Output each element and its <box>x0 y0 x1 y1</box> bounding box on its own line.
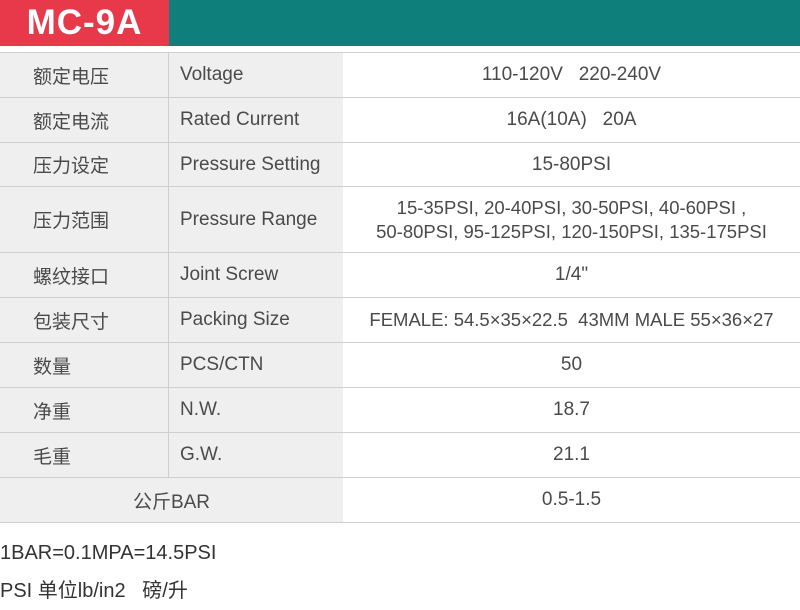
row-value: 1/4" <box>554 264 589 285</box>
header-bar: MC-9A <box>0 0 800 46</box>
row-value-line: 50-80PSI, 95-125PSI, 120-150PSI, 135-175… <box>376 220 767 242</box>
row-label-en: Packing Size <box>169 298 343 342</box>
row-value: 110-120V 220-240V <box>481 64 662 85</box>
row-label-en: PCS/CTN <box>169 343 343 387</box>
spec-table: 额定电压 Voltage 110-120V 220-240V 额定电流 Rate… <box>0 52 800 523</box>
row-label-en: Pressure Range <box>169 187 343 252</box>
table-row: 净重 N.W. 18.7 <box>0 387 800 432</box>
model-title: MC-9A <box>0 0 169 46</box>
row-label-en: Rated Current <box>169 98 343 142</box>
row-label-cn: 净重 <box>0 388 169 432</box>
table-row: 公斤BAR 0.5-1.5 <box>0 477 800 522</box>
table-row: 额定电流 Rated Current 16A(10A) 20A <box>0 97 800 142</box>
row-label-cn: 数量 <box>0 343 169 387</box>
row-value: 50 <box>560 354 583 375</box>
table-row: 压力设定 Pressure Setting 15-80PSI <box>0 142 800 186</box>
notes: 1BAR=0.1MPA=14.5PSI PSI 单位lb/in2 磅/升 <box>0 534 216 610</box>
row-label-en: Voltage <box>169 53 343 97</box>
row-value: 15-35PSI, 20-40PSI, 30-50PSI, 40-60PSI ,… <box>343 187 800 252</box>
table-row: 数量 PCS/CTN 50 <box>0 342 800 387</box>
row-label-cn: 压力范围 <box>0 187 169 252</box>
row-value-line: 15-35PSI, 20-40PSI, 30-50PSI, 40-60PSI , <box>396 196 747 218</box>
row-label-cn: 毛重 <box>0 433 169 477</box>
table-row: 包装尺寸 Packing Size FEMALE: 54.5×35×22.5 4… <box>0 297 800 342</box>
row-label-cn: 额定电流 <box>0 98 169 142</box>
row-value: 0.5-1.5 <box>541 489 602 510</box>
row-value: FEMALE: 54.5×35×22.5 43MM MALE 55×36×27 <box>369 309 774 330</box>
row-value: 16A(10A) 20A <box>506 109 637 130</box>
row-label-en: Pressure Setting <box>169 143 343 186</box>
row-label-cn: 额定电压 <box>0 53 169 97</box>
row-label-cn: 包装尺寸 <box>0 298 169 342</box>
row-value: 15-80PSI <box>531 153 612 175</box>
row-label-en: N.W. <box>169 388 343 432</box>
conversion-note: 1BAR=0.1MPA=14.5PSI <box>0 542 217 564</box>
table-row: 额定电压 Voltage 110-120V 220-240V <box>0 52 800 97</box>
row-label-merged: 公斤BAR <box>0 478 343 522</box>
row-label-en: Joint Screw <box>169 253 343 297</box>
unit-note: PSI 单位lb/in2 磅/升 <box>0 580 188 602</box>
table-row: 压力范围 Pressure Range 15-35PSI, 20-40PSI, … <box>0 186 800 252</box>
row-label-cn: 螺纹接口 <box>0 253 169 297</box>
table-row: 螺纹接口 Joint Screw 1/4" <box>0 252 800 297</box>
row-value: 18.7 <box>553 399 590 420</box>
row-label-en: G.W. <box>169 433 343 477</box>
table-row: 毛重 G.W. 21.1 <box>0 432 800 477</box>
row-label-cn: 压力设定 <box>0 143 169 186</box>
row-value: 21.1 <box>553 444 590 465</box>
